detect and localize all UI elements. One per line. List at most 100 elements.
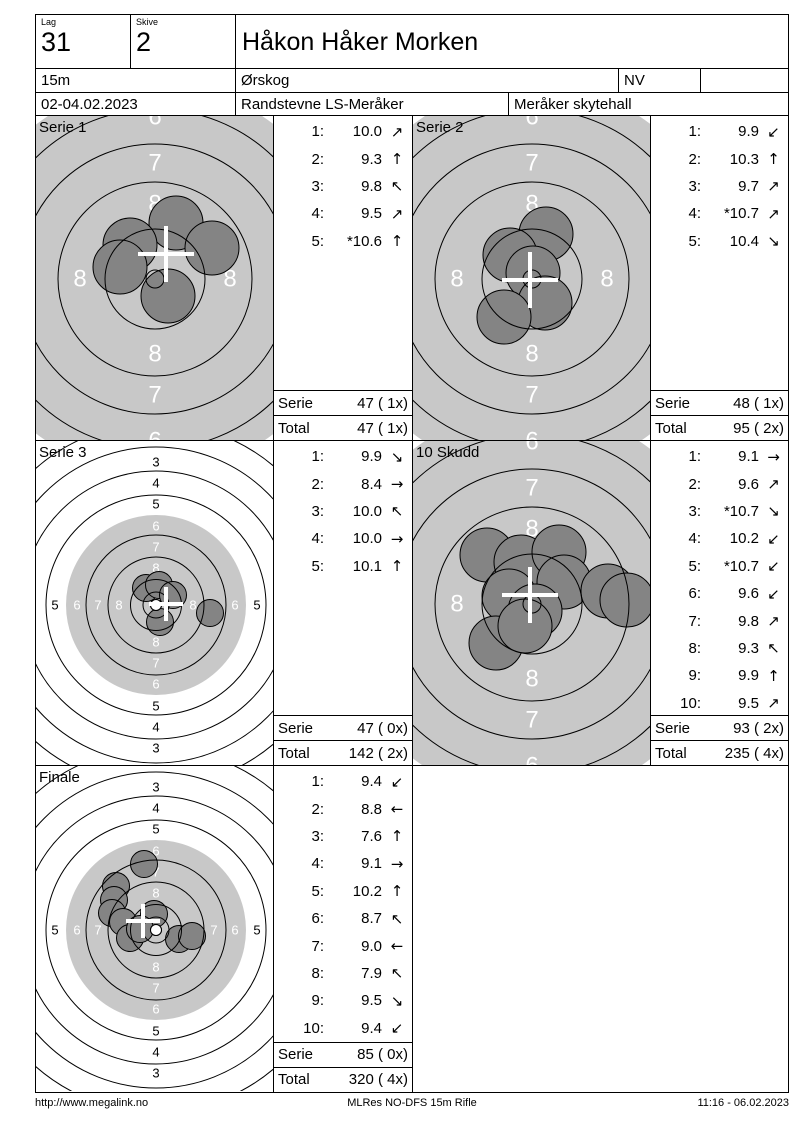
svg-text:6: 6 (152, 1002, 159, 1017)
score-no: 2: (311, 150, 324, 168)
shot-direction-arrow: → (390, 854, 404, 873)
score-row: 3: 9.7 ↗ (651, 173, 788, 200)
svg-text:6: 6 (148, 428, 161, 442)
score-no: 4: (311, 855, 324, 873)
score-row: 7: 9.8 ↗ (651, 607, 788, 634)
shot-direction-arrow: → (390, 529, 404, 548)
score-row: 5: 10.2 ↑ (274, 878, 412, 905)
score-val: 9.9 (738, 123, 759, 141)
score-no: 6: (311, 910, 324, 928)
score-no: 1: (688, 448, 701, 466)
shot-direction-arrow: ↘ (390, 447, 404, 466)
svg-text:8: 8 (223, 266, 236, 293)
score-row: 7: 9.0 ← (274, 932, 412, 959)
svg-text:6: 6 (525, 753, 538, 767)
score-val: 7.9 (361, 964, 382, 982)
total-sum-value: 142 ( 2x) (348, 744, 408, 762)
target-graphic-serie-3: 88776655443388776655 (36, 441, 273, 765)
serie-sum-row: Serie 93 ( 2x) (651, 715, 788, 740)
shot-direction-arrow: ↗ (390, 122, 404, 141)
shot-direction-arrow: ↗ (767, 694, 780, 713)
header-empty-cell (701, 69, 788, 92)
svg-text:4: 4 (152, 476, 159, 491)
score-val: *10.7 (723, 205, 759, 223)
score-row: 4: 10.2 ↙ (651, 525, 788, 552)
score-no: 8: (311, 964, 324, 982)
lag-value: 31 (41, 27, 72, 57)
shot-direction-arrow: ← (390, 800, 404, 819)
svg-text:7: 7 (148, 382, 161, 409)
score-no: 5: (311, 557, 324, 575)
shot-direction-arrow: ↖ (390, 502, 404, 521)
footer-program: MLRes NO-DFS 15m Rifle (347, 1097, 477, 1109)
svg-text:5: 5 (253, 598, 260, 613)
svg-text:8: 8 (73, 266, 86, 293)
total-sum-value: 235 ( 4x) (724, 744, 784, 762)
serie-sum-value: 85 ( 0x) (357, 1046, 408, 1064)
score-val: 10.3 (729, 150, 759, 168)
svg-text:6: 6 (231, 923, 238, 938)
svg-text:5: 5 (51, 598, 58, 613)
shot-direction-arrow: ← (390, 937, 404, 956)
svg-text:5: 5 (152, 822, 159, 837)
score-no: 1: (311, 123, 324, 141)
serie-sum-row: Serie 47 ( 1x) (274, 390, 412, 415)
shot-direction-arrow: ↙ (767, 584, 780, 603)
footer-printed: 11:16 - 06.02.2023 (697, 1097, 789, 1109)
scores-serie-2: 1: 9.9 ↙ 2: 10.3 ↑ 3: 9.7 ↗ 4: *10.7 ↗ 5: 10.4 ↘ Serie… (651, 116, 788, 441)
score-val: *10.6 (346, 232, 382, 250)
score-val: *10.7 (723, 557, 759, 575)
score-row: 5: 10.1 ↑ (274, 553, 412, 580)
score-no: 5: (311, 882, 324, 900)
shot-direction-arrow: ↗ (767, 177, 780, 196)
serie-sum-label: Serie (278, 719, 314, 737)
score-no: 8: (688, 639, 701, 657)
header-row-3: 02-04.02.2023 Randstevne LS-Meråker Merå… (36, 93, 788, 116)
skive-label: Skive (136, 17, 159, 27)
scores-finale: 1: 9.4 ↙ 2: 8.8 ← 3: 7.6 ↑ 4: 9.1 → 5: 10.2 ↑ 6: 8.7 ↖ 7: 9… (274, 766, 413, 1092)
total-sum-row: Total 47 ( 1x) (274, 415, 412, 440)
score-val: 9.0 (361, 937, 382, 955)
score-val: 10.2 (352, 882, 382, 900)
score-no: 5: (688, 557, 701, 575)
shot-direction-arrow: ↗ (390, 204, 404, 223)
shot-direction-arrow: ↙ (767, 557, 780, 576)
svg-text:6: 6 (231, 598, 238, 613)
score-no: 3: (311, 177, 324, 195)
svg-text:7: 7 (148, 150, 161, 177)
svg-text:7: 7 (94, 923, 101, 938)
score-row: 4: 10.0 → (274, 525, 412, 552)
shot-direction-arrow: ↙ (767, 529, 780, 548)
svg-text:8: 8 (152, 561, 159, 576)
svg-text:8: 8 (152, 960, 159, 975)
total-sum-label: Total (655, 419, 687, 437)
shot-direction-arrow: ↙ (767, 122, 780, 141)
score-no: 3: (311, 827, 324, 845)
score-no: 2: (688, 475, 701, 493)
svg-text:8: 8 (600, 266, 613, 293)
shot-direction-arrow: ↑ (390, 557, 404, 576)
svg-text:7: 7 (152, 540, 159, 555)
score-val: 8.7 (361, 910, 382, 928)
score-row: 2: 10.3 ↑ (651, 145, 788, 172)
total-sum-row: Total 95 ( 2x) (651, 415, 788, 440)
svg-text:8: 8 (450, 591, 463, 618)
shot-direction-arrow: ↑ (390, 882, 404, 901)
serie-sum-label: Serie (655, 719, 691, 737)
svg-text:8: 8 (148, 341, 161, 368)
panel-label: 10 Skudd (416, 444, 480, 461)
score-row: 3: 10.0 ↖ (274, 498, 412, 525)
score-val: 9.7 (738, 177, 759, 195)
panel-label: Serie 1 (39, 119, 87, 136)
shot-direction-arrow: → (767, 447, 780, 466)
shot-direction-arrow: → (390, 475, 404, 494)
svg-text:4: 4 (152, 720, 159, 735)
svg-text:6: 6 (152, 677, 159, 692)
score-val: 9.9 (738, 667, 759, 685)
svg-text:8: 8 (525, 341, 538, 368)
score-row: 6: 8.7 ↖ (274, 905, 412, 932)
svg-text:6: 6 (152, 844, 159, 859)
